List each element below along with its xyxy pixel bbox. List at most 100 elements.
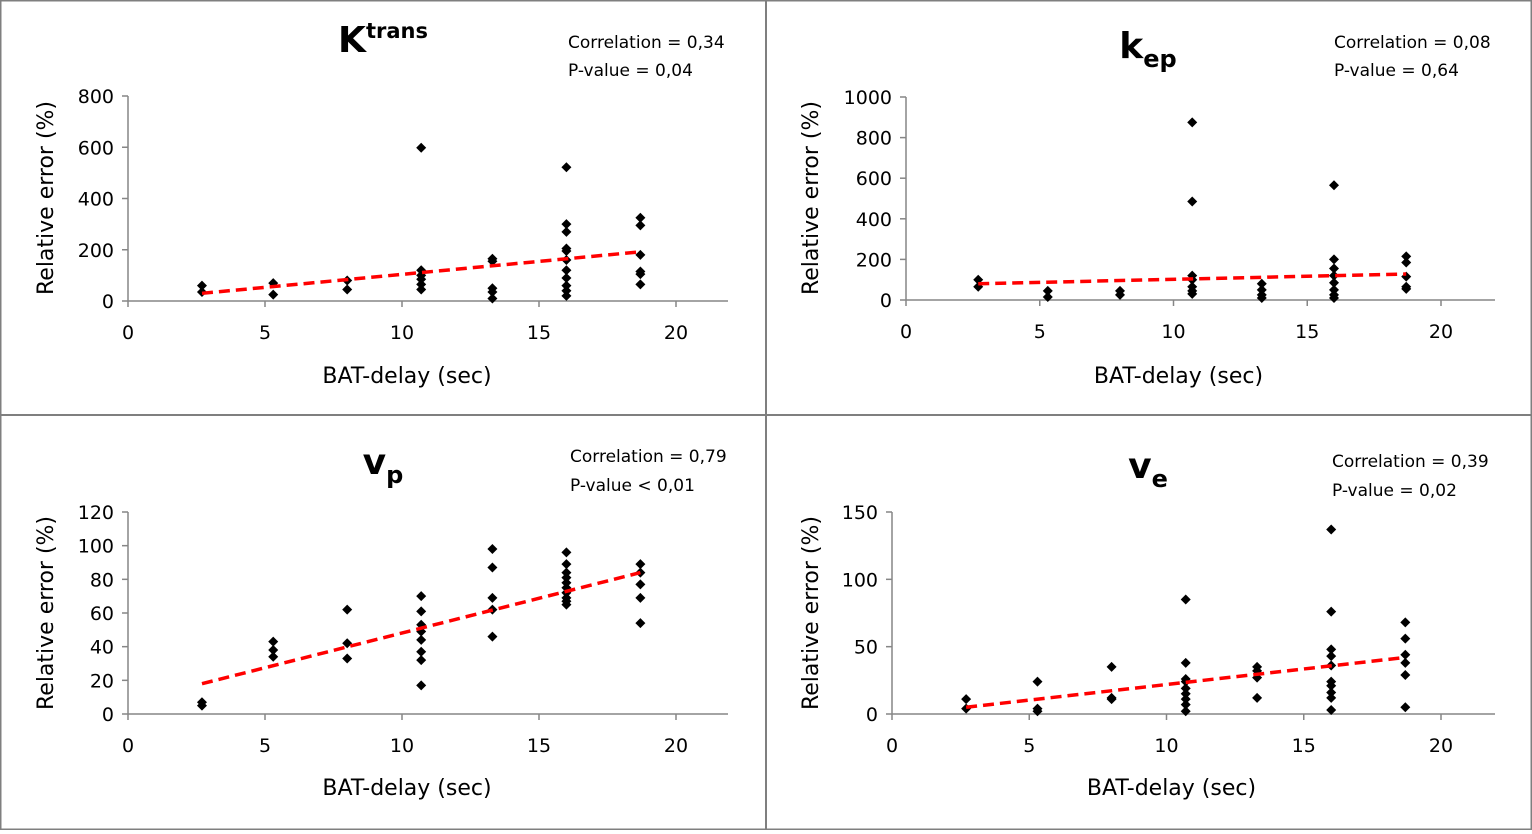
data-point (1326, 606, 1337, 617)
data-point (561, 285, 572, 296)
data-point (1180, 688, 1191, 699)
data-point (1180, 683, 1191, 694)
y-tick-label: 400 (856, 209, 892, 231)
data-point (1326, 524, 1337, 535)
x-tick-label: 5 (259, 735, 271, 757)
x-tick-label: 20 (664, 735, 688, 757)
data-point (487, 631, 498, 642)
data-point (416, 284, 427, 295)
data-point (1032, 676, 1043, 687)
correlation-label: Correlation = 0,39 (1332, 452, 1489, 472)
p-value-label: P-value = 0,64 (1334, 61, 1459, 81)
data-point (1256, 284, 1267, 295)
y-axis-title: Relative error (%) (34, 101, 59, 295)
data-point (1401, 251, 1412, 262)
y-tick-label: 200 (78, 240, 114, 262)
data-point (561, 219, 572, 230)
y-axis-title: Relative error (%) (799, 101, 824, 295)
data-point (1180, 694, 1191, 705)
x-tick-label: 5 (259, 322, 271, 344)
trendline (201, 570, 641, 686)
y-tick-label: 800 (78, 86, 114, 108)
data-point (1252, 692, 1263, 703)
correlation-label: Correlation = 0,08 (1334, 33, 1491, 53)
data-point (561, 162, 572, 173)
data-point (1256, 278, 1267, 289)
data-point (635, 559, 646, 570)
x-tick-label: 10 (1161, 321, 1185, 343)
p-value-label: P-value = 0,02 (1332, 481, 1457, 501)
x-tick-label: 15 (527, 735, 551, 757)
data-point (635, 249, 646, 260)
data-point (561, 280, 572, 291)
data-point (342, 638, 353, 649)
data-point (561, 572, 572, 583)
x-tick-label: 15 (1295, 321, 1319, 343)
data-point (1400, 669, 1411, 680)
panel-title: ve (1128, 446, 1168, 493)
data-point (416, 591, 427, 602)
data-point (1326, 692, 1337, 703)
y-tick-label: 150 (842, 502, 878, 524)
correlation-label: Correlation = 0,79 (570, 447, 727, 467)
panel-1: 0 200 400 600 800 0 5 10 15 20 BAT-delay (sec) Rela… (34, 19, 728, 389)
y-axis-title: Relative error (%) (34, 516, 59, 710)
data-point (1326, 651, 1337, 662)
data-point (268, 651, 279, 662)
data-point (561, 246, 572, 257)
x-tick-label: 20 (1429, 735, 1453, 757)
data-point (561, 290, 572, 301)
trendline (201, 250, 641, 296)
y-tick-label: 600 (856, 168, 892, 190)
data-point (268, 289, 279, 300)
trendline (965, 655, 1406, 710)
data-point (487, 592, 498, 603)
x-tick-label: 15 (527, 322, 551, 344)
data-point (1400, 702, 1411, 713)
data-point (1400, 633, 1411, 644)
y-tick-label: 80 (90, 569, 114, 591)
y-axis-title: Relative error (%) (799, 516, 824, 710)
data-point (1326, 704, 1337, 715)
data-point (1180, 657, 1191, 668)
y-tick-label: 100 (842, 569, 878, 591)
data-point (635, 269, 646, 280)
data-point (1106, 661, 1117, 672)
data-point (1329, 180, 1339, 191)
x-axis-title: BAT-delay (sec) (1087, 776, 1256, 801)
data-point (1106, 694, 1117, 705)
data-point (1115, 289, 1125, 300)
panel-title: Ktrans (338, 19, 428, 61)
panel-title: vp (363, 442, 404, 489)
data-point (1187, 196, 1198, 207)
data-point (196, 280, 207, 291)
data-point (487, 544, 498, 555)
y-tick-label: 20 (90, 670, 114, 692)
data-point (416, 274, 427, 285)
y-tick-label: 800 (856, 128, 892, 150)
x-tick-label: 5 (1034, 321, 1046, 343)
y-tick-label: 0 (880, 290, 892, 312)
x-axis-title: BAT-delay (sec) (322, 776, 491, 801)
x-tick-label: 0 (122, 322, 134, 344)
x-tick-label: 5 (1023, 735, 1035, 757)
data-point (635, 220, 646, 231)
panel-2: 0 200 400 600 800 1000 0 5 10 15 20 BAT-delay (sec)… (799, 26, 1495, 389)
data-point (1180, 699, 1191, 710)
data-point (342, 604, 353, 615)
data-point (1256, 292, 1267, 303)
data-point (268, 645, 279, 656)
y-tick-label: 0 (866, 704, 878, 726)
data-point (416, 606, 427, 617)
y-tick-label: 1000 (844, 87, 892, 109)
y-tick-label: 40 (90, 637, 114, 659)
x-tick-label: 0 (900, 321, 912, 343)
x-tick-label: 20 (1429, 321, 1453, 343)
data-point (487, 293, 498, 304)
data-point (1401, 283, 1412, 294)
data-point (1329, 270, 1339, 281)
data-point (1329, 277, 1339, 288)
data-point (487, 562, 498, 573)
